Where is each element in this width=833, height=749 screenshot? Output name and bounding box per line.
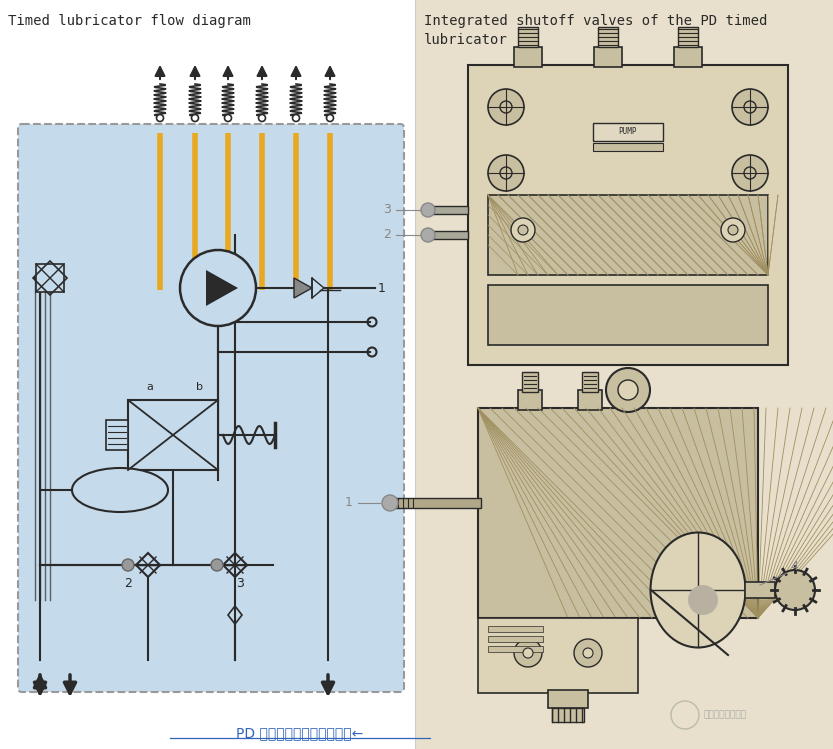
Bar <box>106 420 128 450</box>
Bar <box>745 582 775 598</box>
Polygon shape <box>294 278 312 298</box>
Text: Timed lubricator flow diagram: Timed lubricator flow diagram <box>8 14 251 28</box>
Bar <box>393 498 481 508</box>
Circle shape <box>327 115 333 121</box>
Circle shape <box>500 101 512 113</box>
Circle shape <box>211 559 223 571</box>
Circle shape <box>382 495 398 511</box>
FancyBboxPatch shape <box>18 124 404 692</box>
Polygon shape <box>206 270 238 306</box>
Ellipse shape <box>72 468 168 512</box>
Bar <box>593 143 663 151</box>
Bar <box>416 0 833 749</box>
Circle shape <box>688 585 718 615</box>
Bar <box>552 708 584 722</box>
Circle shape <box>421 203 435 217</box>
Text: 3: 3 <box>383 203 391 216</box>
Circle shape <box>732 89 768 125</box>
Bar <box>578 390 602 410</box>
Bar <box>594 47 622 67</box>
Bar <box>593 123 663 141</box>
Circle shape <box>518 225 528 235</box>
Circle shape <box>618 380 638 400</box>
Bar <box>488 285 768 345</box>
Circle shape <box>523 648 533 658</box>
Text: a: a <box>146 382 153 392</box>
Bar <box>678 27 698 47</box>
Bar <box>522 372 538 392</box>
Circle shape <box>606 368 650 412</box>
Bar <box>128 400 218 470</box>
Circle shape <box>421 228 435 242</box>
Bar <box>518 27 538 47</box>
Bar <box>518 390 542 410</box>
Text: PD 定时注油器的集成截止阀←: PD 定时注油器的集成截止阀← <box>237 726 364 740</box>
Bar <box>548 690 588 708</box>
Text: 3: 3 <box>236 577 244 590</box>
Bar <box>488 636 543 642</box>
Circle shape <box>500 167 512 179</box>
Bar <box>431 206 468 214</box>
Bar <box>468 65 788 365</box>
Bar <box>582 372 598 392</box>
Bar <box>488 195 768 275</box>
Bar <box>478 408 758 618</box>
Text: 积蛙蹁遥于乐于心: 积蛙蹁遥于乐于心 <box>704 711 747 720</box>
Text: Integrated shutoff valves of the PD timed
lubricator: Integrated shutoff valves of the PD time… <box>424 14 767 47</box>
Bar <box>431 231 468 239</box>
Bar <box>514 47 542 67</box>
Circle shape <box>192 115 198 121</box>
Bar <box>488 646 543 652</box>
Circle shape <box>488 89 524 125</box>
Text: 4: 4 <box>790 560 798 573</box>
Circle shape <box>732 155 768 191</box>
Text: 2: 2 <box>124 577 132 590</box>
Circle shape <box>775 570 815 610</box>
Circle shape <box>514 639 542 667</box>
Text: PUMP: PUMP <box>619 127 637 136</box>
Circle shape <box>511 218 535 242</box>
Bar <box>0 0 416 749</box>
Circle shape <box>721 218 745 242</box>
Bar <box>674 47 702 67</box>
Circle shape <box>180 250 256 326</box>
Circle shape <box>122 559 134 571</box>
Circle shape <box>225 115 232 121</box>
Circle shape <box>258 115 266 121</box>
Circle shape <box>574 639 602 667</box>
Circle shape <box>583 648 593 658</box>
Text: b: b <box>196 382 203 392</box>
Circle shape <box>292 115 300 121</box>
Text: 1: 1 <box>345 496 353 509</box>
Text: 2: 2 <box>383 228 391 241</box>
Circle shape <box>728 225 738 235</box>
Bar <box>36 264 64 292</box>
Bar <box>598 27 618 47</box>
Bar <box>488 626 543 632</box>
Bar <box>478 618 638 693</box>
Text: 1: 1 <box>378 282 386 295</box>
Ellipse shape <box>651 533 746 647</box>
Circle shape <box>488 155 524 191</box>
Circle shape <box>744 101 756 113</box>
Circle shape <box>744 167 756 179</box>
Circle shape <box>157 115 163 121</box>
